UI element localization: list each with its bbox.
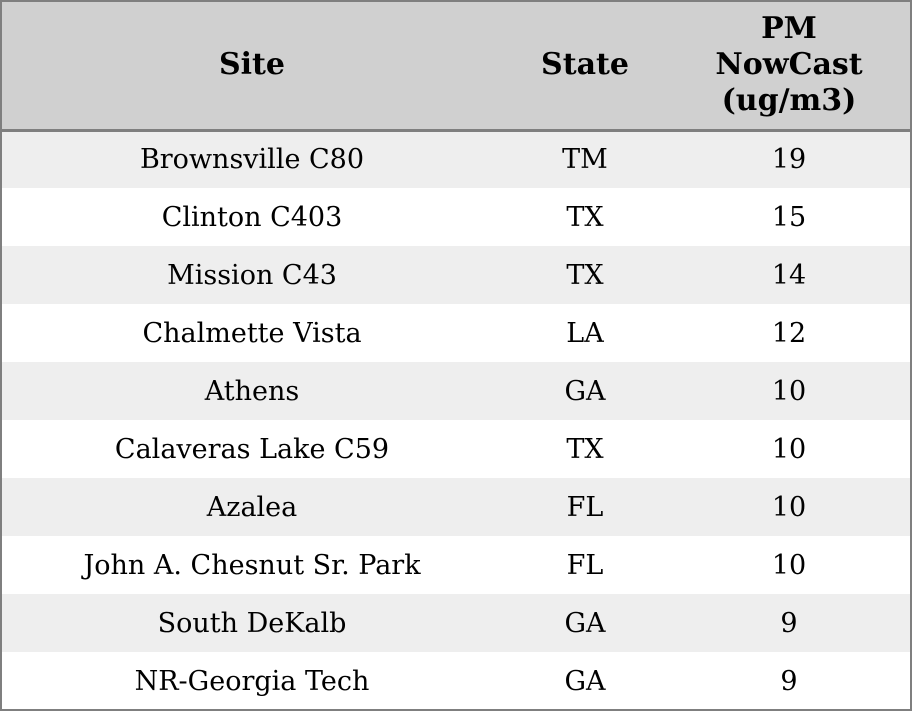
site-cell: Azalea (2, 478, 502, 536)
table-header: Site State PM NowCast (ug/m3) (2, 2, 910, 132)
state-cell: FL (502, 478, 668, 536)
site-cell: Brownsville C80 (2, 130, 502, 188)
column-header-state: State (502, 2, 668, 132)
pm-cell: 9 (668, 594, 910, 652)
state-cell: TX (502, 246, 668, 304)
pm-cell: 10 (668, 420, 910, 478)
column-header-pm-nowcast: PM NowCast (ug/m3) (668, 2, 910, 132)
table-row: Calaveras Lake C59 TX 10 (2, 420, 910, 478)
table-row: South DeKalb GA 9 (2, 594, 910, 652)
state-cell: LA (502, 304, 668, 362)
site-cell: NR-Georgia Tech (2, 652, 502, 709)
pm-cell: 9 (668, 652, 910, 709)
site-cell: South DeKalb (2, 594, 502, 652)
column-header-site: Site (2, 2, 502, 132)
site-cell: Calaveras Lake C59 (2, 420, 502, 478)
site-cell: Chalmette Vista (2, 304, 502, 362)
pm-cell: 12 (668, 304, 910, 362)
site-cell: Mission C43 (2, 246, 502, 304)
table-body: Brownsville C80 TM 19 Clinton C403 TX 15… (2, 130, 910, 709)
table-row: Mission C43 TX 14 (2, 246, 910, 304)
header-row: Site State PM NowCast (ug/m3) (2, 2, 910, 132)
table-row: Clinton C403 TX 15 (2, 188, 910, 246)
table-row: Brownsville C80 TM 19 (2, 130, 910, 188)
site-cell: Athens (2, 362, 502, 420)
site-cell: John A. Chesnut Sr. Park (2, 536, 502, 594)
table-row: NR-Georgia Tech GA 9 (2, 652, 910, 709)
pm-cell: 10 (668, 478, 910, 536)
state-cell: GA (502, 594, 668, 652)
state-cell: GA (502, 362, 668, 420)
pm-cell: 14 (668, 246, 910, 304)
table-row: John A. Chesnut Sr. Park FL 10 (2, 536, 910, 594)
state-cell: GA (502, 652, 668, 709)
site-cell: Clinton C403 (2, 188, 502, 246)
column-header-pm-nowcast-label: PM NowCast (ug/m3) (715, 11, 863, 119)
state-cell: TX (502, 188, 668, 246)
pm-cell: 15 (668, 188, 910, 246)
pm-cell: 10 (668, 536, 910, 594)
table-row: Azalea FL 10 (2, 478, 910, 536)
pm-cell: 10 (668, 362, 910, 420)
pm-cell: 19 (668, 130, 910, 188)
state-cell: TX (502, 420, 668, 478)
table-row: Chalmette Vista LA 12 (2, 304, 910, 362)
state-cell: FL (502, 536, 668, 594)
table-row: Athens GA 10 (2, 362, 910, 420)
state-cell: TM (502, 130, 668, 188)
